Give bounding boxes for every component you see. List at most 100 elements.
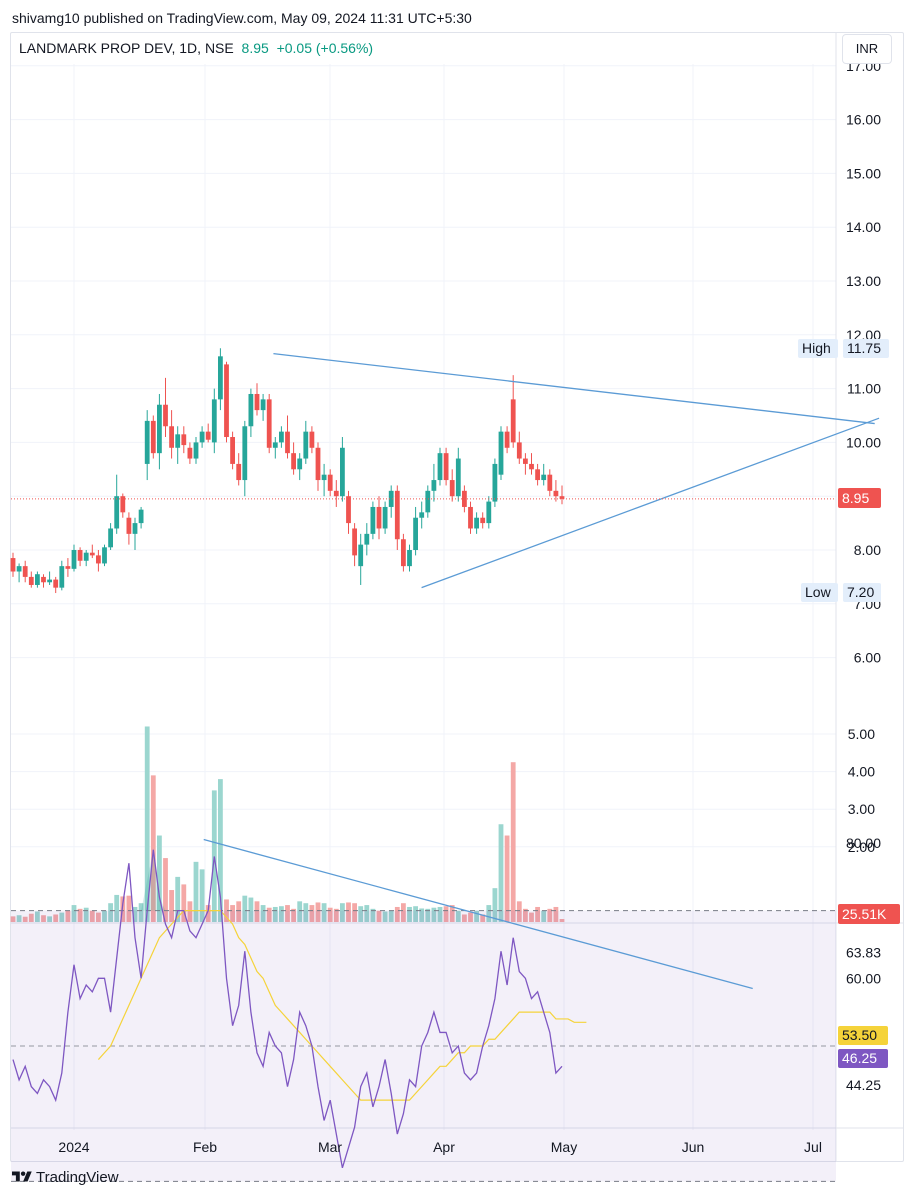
volume-bar: [187, 901, 193, 922]
candle-body: [254, 393, 260, 411]
last-price: 8.95: [241, 40, 269, 56]
currency-button[interactable]: INR: [842, 34, 892, 64]
volume-bar: [291, 908, 296, 922]
price-tick-label: 6.00: [854, 650, 881, 666]
candle-body: [199, 431, 205, 443]
candle-body: [291, 453, 296, 470]
volume-bar: [529, 912, 534, 922]
candle-body: [138, 509, 144, 524]
volume-bar: [199, 869, 205, 922]
time-tick-label: 2024: [58, 1139, 89, 1155]
candle-body: [547, 474, 553, 491]
candle-body: [559, 496, 565, 499]
candle-body: [443, 453, 449, 481]
candle-body: [327, 474, 333, 491]
candle-body: [382, 506, 388, 529]
candle-body: [59, 566, 65, 588]
volume-bar: [35, 911, 40, 922]
volume-bar: [401, 903, 406, 922]
candle-body: [114, 496, 120, 529]
candle-body: [340, 447, 345, 497]
volume-bar: [230, 905, 235, 922]
low-value-badge-text: 7.20: [847, 584, 874, 600]
volume-bar: [242, 895, 248, 922]
time-axis: 2024 Feb Mar Apr May Jun Jul: [58, 1139, 822, 1155]
price-tick-label: 13.00: [846, 273, 881, 289]
candle-body: [28, 576, 34, 585]
candle-body: [358, 544, 364, 567]
candle-body: [535, 469, 540, 481]
rsi-value-badge: 46.25: [838, 1049, 888, 1068]
volume-bar: [352, 903, 357, 922]
candle-body: [96, 555, 101, 564]
candle-body: [333, 490, 339, 497]
volume-bar: [340, 903, 345, 922]
candle-body: [260, 399, 266, 411]
low-value-badge: 7.20: [843, 583, 881, 602]
volume-bar: [132, 906, 138, 922]
volume-bar: [108, 903, 113, 922]
candle-body: [523, 458, 528, 464]
symbol-name[interactable]: LANDMARK PROP DEV, 1D, NSE: [19, 40, 234, 56]
candle-body: [370, 506, 376, 534]
high-label-badge: High: [798, 339, 838, 358]
volume-bar: [297, 901, 303, 922]
volume-bar: [77, 908, 83, 922]
volume-bar: [504, 835, 510, 922]
candle-body: [309, 431, 315, 448]
time-tick-label: Feb: [193, 1139, 217, 1155]
candle-body: [449, 480, 455, 497]
candle-body: [77, 550, 83, 561]
candle-body: [150, 420, 156, 454]
volume-bar: [413, 906, 418, 922]
volume-bar: [492, 888, 498, 922]
price-trendline: [421, 417, 880, 589]
volume-bar: [224, 899, 229, 922]
volume-bar: [358, 906, 364, 922]
last-price-badge-text: 8.95: [842, 490, 869, 506]
candle-body: [230, 437, 235, 464]
volume-bar: [266, 907, 272, 922]
volume-bar: [437, 906, 443, 922]
time-tick-label: Jun: [682, 1139, 705, 1155]
rsi-tick-label: 44.25: [846, 1077, 881, 1093]
candle-body: [529, 463, 534, 470]
candle-body: [41, 576, 46, 583]
volume-bar: [523, 908, 528, 922]
candle-body: [504, 431, 510, 448]
volume-bar: [480, 914, 486, 922]
candle-body: [248, 393, 254, 427]
rsi-tick-label: 60.00: [846, 970, 881, 986]
high-value-badge: 11.75: [843, 339, 889, 358]
grid-lines: [11, 64, 836, 1130]
volume-bar: [260, 905, 266, 922]
candle-body: [401, 539, 406, 567]
volume-bar: [59, 912, 65, 922]
volume-bar: [468, 912, 473, 922]
candle-body: [468, 506, 473, 529]
high-value-badge-bg: [843, 339, 889, 358]
rsi-ma-badge-text: 53.50: [842, 1027, 877, 1043]
candle-body: [364, 533, 370, 545]
candle-body: [425, 490, 431, 513]
candle-body: [315, 447, 321, 481]
volume-bar: [419, 908, 425, 922]
price-trendlines: [273, 352, 880, 589]
candle-body: [388, 490, 394, 507]
volume-bar: [272, 906, 278, 922]
rsi-trendline: [203, 838, 753, 990]
candle-body: [419, 512, 425, 518]
volume-bar: [193, 861, 199, 922]
footer-brand[interactable]: TradingView: [36, 1168, 119, 1186]
candle-body: [407, 550, 412, 567]
candle-body: [89, 552, 95, 556]
price-tick-label: 8.00: [854, 542, 881, 558]
volume-bar: [65, 910, 71, 922]
candle-body: [346, 496, 351, 524]
volume-bar: [157, 835, 162, 922]
volume-bar: [346, 902, 351, 922]
rsi-ma-badge-bg: [838, 1026, 888, 1045]
candles: [10, 348, 565, 594]
volume-bar: [407, 906, 412, 922]
